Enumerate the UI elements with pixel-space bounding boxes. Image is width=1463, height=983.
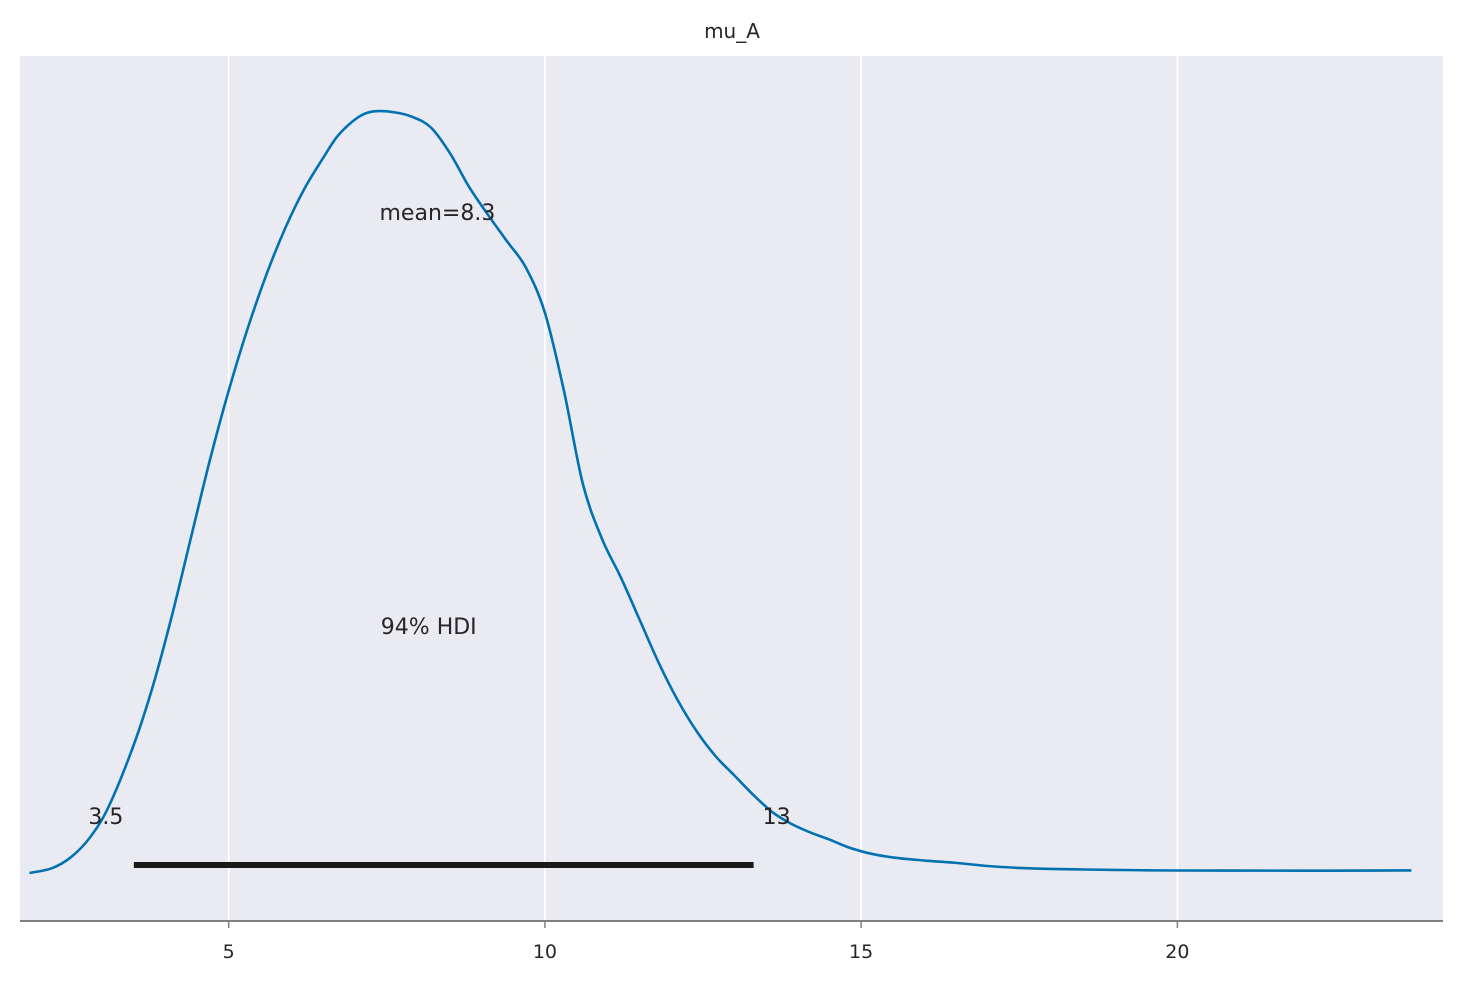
kde-curve	[29, 109, 1412, 875]
hdi-low-label: 3.5	[88, 805, 123, 830]
x-tick-label: 20	[1165, 941, 1189, 963]
chart-title: mu_A	[704, 19, 760, 43]
plot-area	[20, 56, 1443, 920]
mean-label: mean=8.3	[380, 201, 496, 226]
hdi-high-label: 13	[763, 805, 791, 830]
x-axis-ticks: 5 10 15 20	[223, 921, 1189, 963]
x-tick-label: 10	[533, 941, 557, 963]
grid-lines	[227, 56, 1179, 920]
hdi-label: 94% HDI	[381, 615, 477, 640]
x-tick-label: 15	[849, 941, 873, 963]
x-tick-label: 5	[223, 941, 235, 963]
